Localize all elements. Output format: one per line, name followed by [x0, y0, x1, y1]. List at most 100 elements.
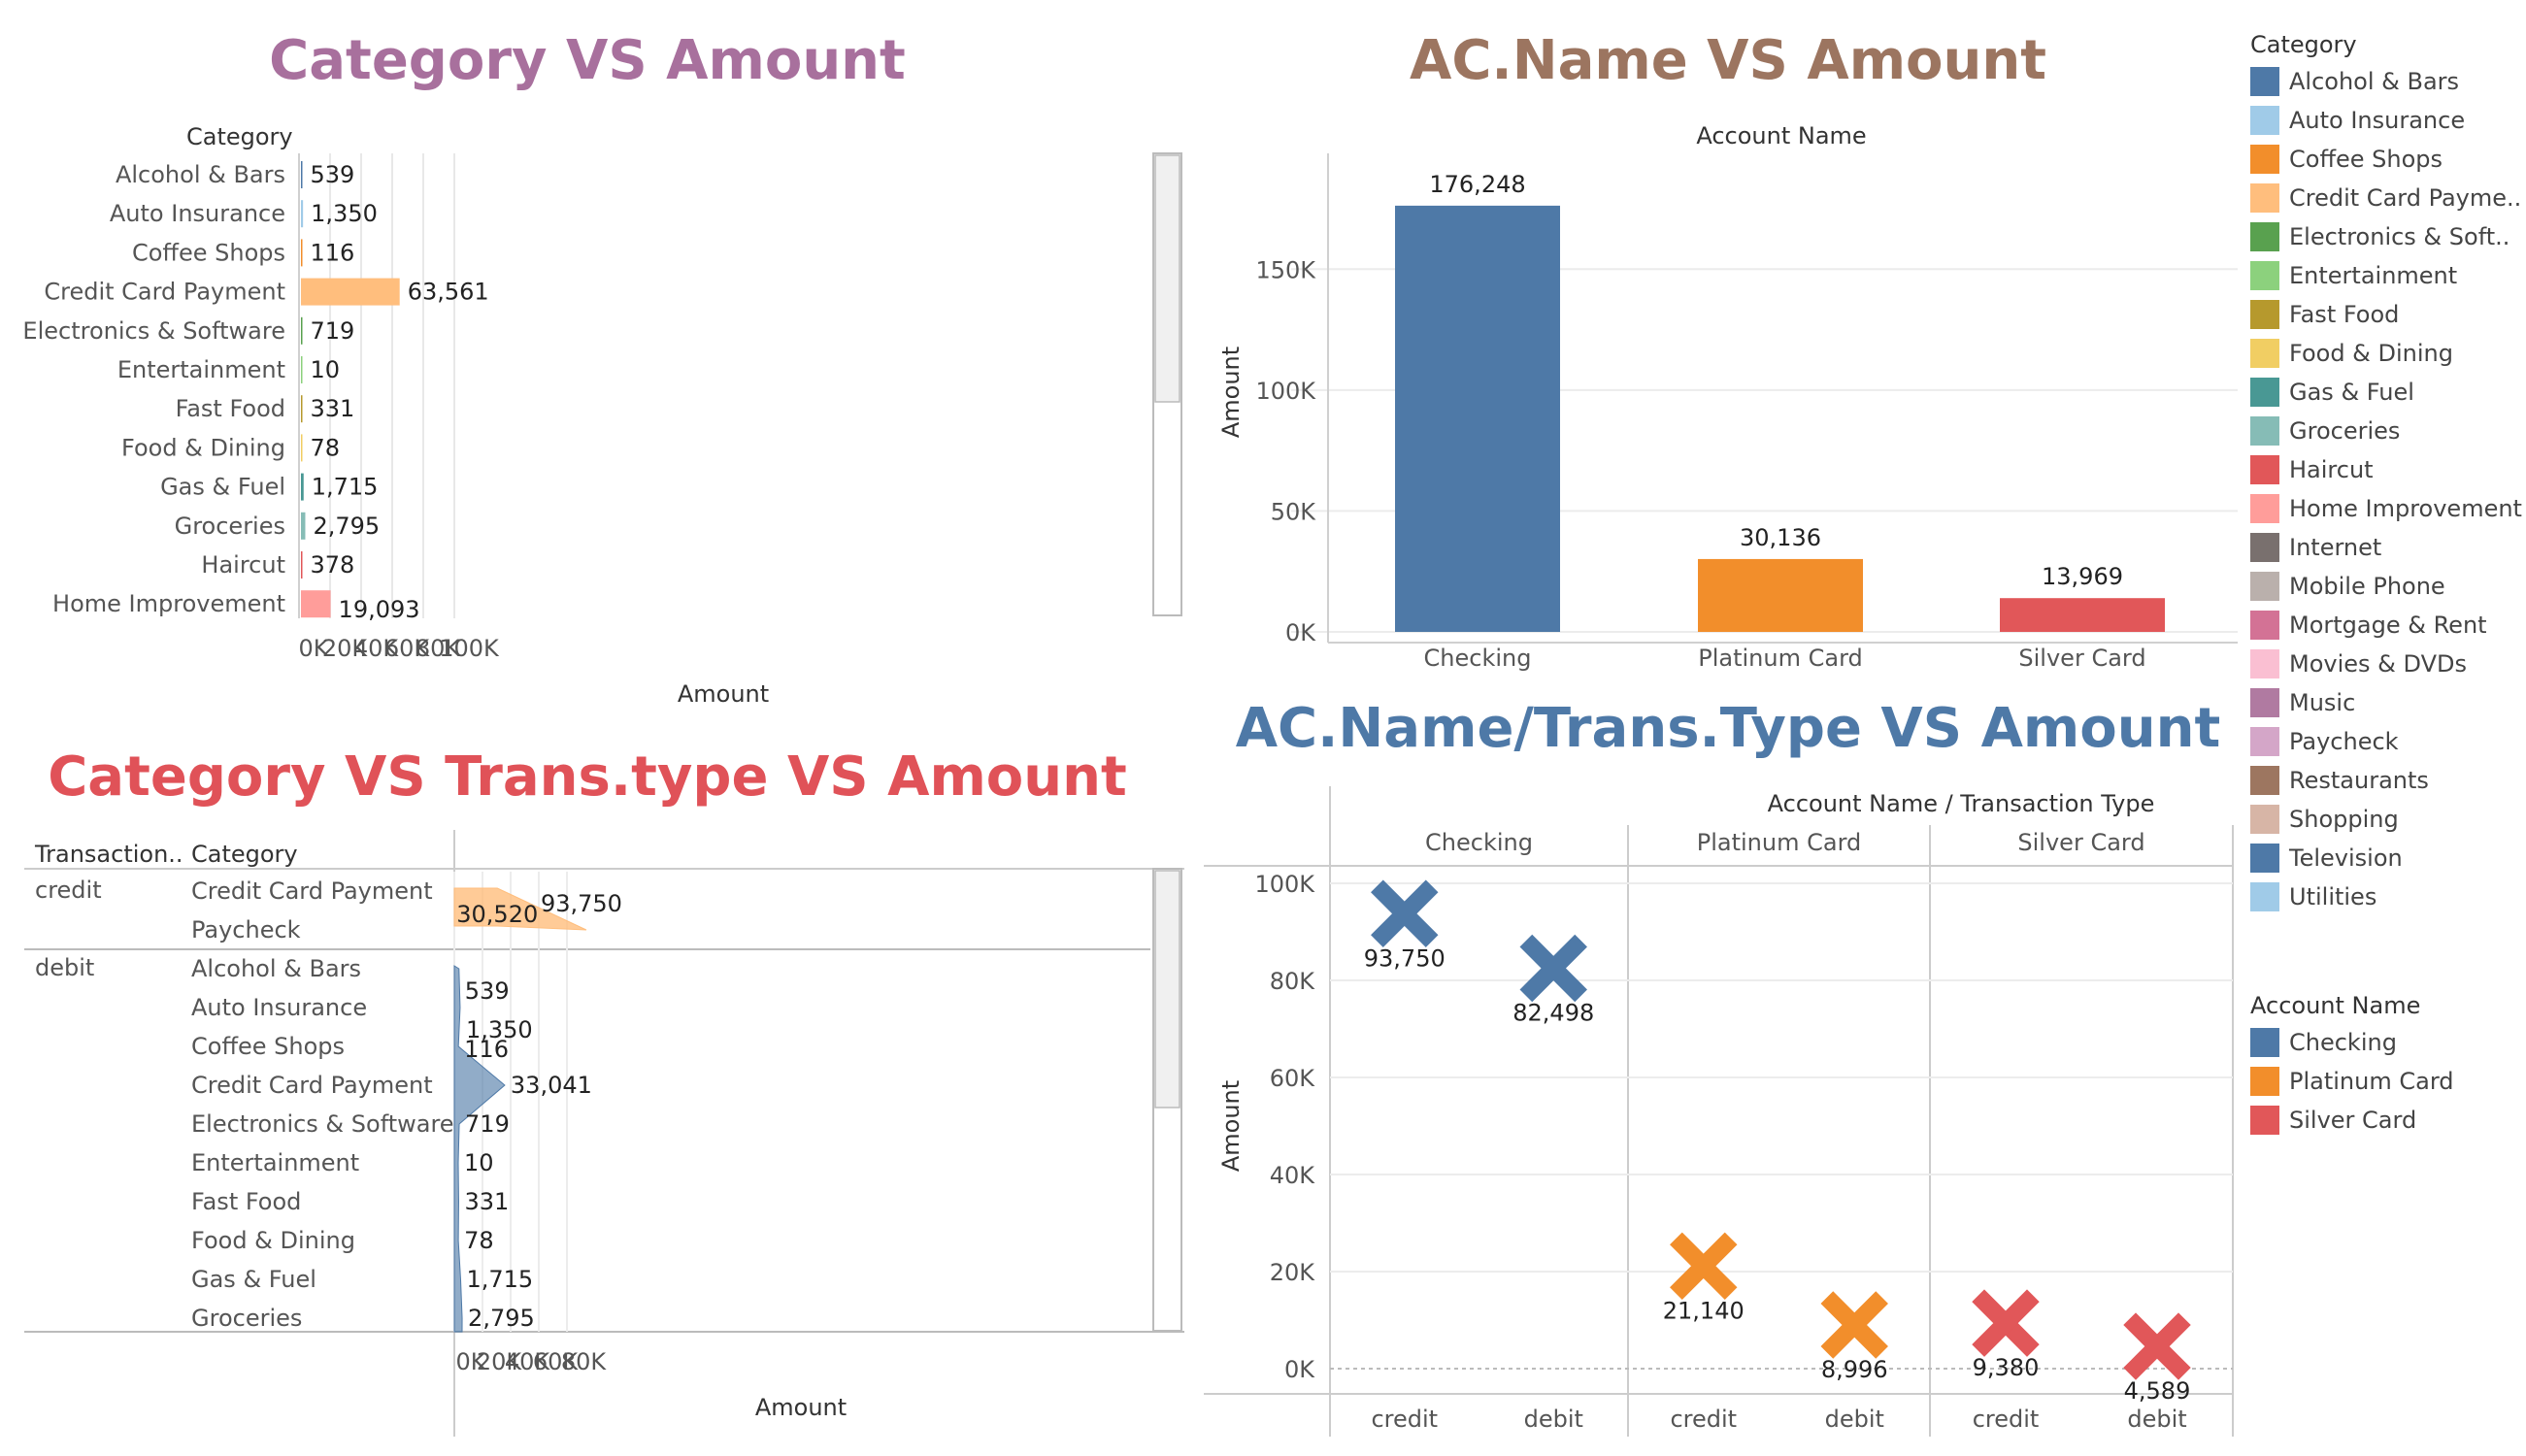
category-label: Electronics & Software [191, 1110, 454, 1138]
legend-swatch [2250, 533, 2279, 562]
legend-item-food-dining[interactable]: Food & Dining [2250, 334, 2522, 373]
category-label: Entertainment [191, 1149, 359, 1176]
x-tick-label: 80K [561, 1348, 608, 1375]
category-label: Food & Dining [191, 1227, 355, 1254]
point-value-label: 93,750 [1364, 944, 1446, 972]
legend-label: Entertainment [2289, 262, 2458, 289]
legend-item-television[interactable]: Television [2250, 839, 2522, 877]
legend-swatch [2250, 67, 2279, 96]
legend-label: Auto Insurance [2289, 107, 2466, 134]
x-axis-title: Amount [678, 680, 769, 708]
legend-item-coffee-shops[interactable]: Coffee Shops [2250, 140, 2522, 179]
legend-item-mobile-phone[interactable]: Mobile Phone [2250, 567, 2522, 606]
legend-item-home-improvement[interactable]: Home Improvement [2250, 489, 2522, 528]
area-value-label: 719 [465, 1110, 510, 1138]
bar-value-label: 176,248 [1429, 171, 1525, 198]
legend-label: Platinum Card [2289, 1068, 2454, 1095]
bar [301, 512, 306, 540]
category-label: Groceries [175, 513, 285, 540]
y-axis-title: Amount [1217, 1080, 1245, 1172]
legend-swatch [2250, 766, 2279, 795]
legend-swatch [2250, 494, 2279, 523]
bar-value-label: 19,093 [339, 596, 420, 623]
chart3-row-header-transaction: Transaction.. [35, 841, 183, 868]
area-value-label: 33,041 [511, 1072, 592, 1099]
legend-item-silver-card[interactable]: Silver Card [2250, 1101, 2454, 1140]
legend-item-shopping[interactable]: Shopping [2250, 800, 2522, 839]
legend-swatch [2250, 222, 2279, 251]
x-mark-point [1371, 879, 1439, 947]
account-legend-header: Account Name [2250, 992, 2421, 1019]
legend-item-internet[interactable]: Internet [2250, 528, 2522, 567]
category-label: Gas & Fuel [160, 474, 285, 501]
category-label: Haircut [201, 551, 285, 579]
x-mark-point [1820, 1291, 1888, 1359]
bar-value-label: 10 [311, 356, 341, 383]
chart1-title: Category VS Amount [269, 29, 906, 92]
legend-item-entertainment[interactable]: Entertainment [2250, 256, 2522, 295]
panel-header-silver-card: Silver Card [2017, 829, 2144, 856]
legend-swatch [2250, 1028, 2279, 1057]
legend-label: Electronics & Soft.. [2289, 223, 2510, 250]
chart3-row-header-category: Category [191, 841, 298, 868]
area-value-label: 1,350 [466, 1016, 533, 1043]
x-tick-label: debit [1524, 1406, 1583, 1433]
y-tick-label: 60K [1270, 1065, 1316, 1092]
legend-item-checking[interactable]: Checking [2250, 1023, 2454, 1062]
x-mark-stroke [1670, 1232, 1738, 1301]
x-mark-stroke [1972, 1289, 2040, 1357]
legend-label: Internet [2289, 534, 2382, 561]
legend-label: Movies & DVDs [2289, 650, 2467, 678]
legend-item-music[interactable]: Music [2250, 683, 2522, 722]
bar [301, 356, 303, 383]
legend-item-groceries[interactable]: Groceries [2250, 412, 2522, 450]
bar [301, 316, 303, 345]
legend-label: Checking [2289, 1029, 2397, 1056]
x-tick-label: debit [1825, 1406, 1884, 1433]
legend-label: Television [2289, 844, 2403, 872]
legend-item-fast-food[interactable]: Fast Food [2250, 295, 2522, 334]
bar [301, 161, 303, 188]
bar-value-label: 378 [311, 551, 355, 579]
legend-label: Restaurants [2289, 767, 2429, 794]
legend-swatch [2250, 688, 2279, 717]
legend-item-haircut[interactable]: Haircut [2250, 450, 2522, 489]
point-value-label: 82,498 [1512, 1000, 1594, 1027]
x-tick-label: 60K [384, 635, 431, 662]
category-label: Auto Insurance [191, 994, 367, 1021]
area-value-label: 2,795 [468, 1305, 535, 1332]
bar [1698, 558, 1863, 632]
x-tick-label: credit [1371, 1406, 1438, 1433]
bar-value-label: 30,136 [1740, 524, 1821, 551]
legend-item-gas-fuel[interactable]: Gas & Fuel [2250, 373, 2522, 412]
x-tick-label: credit [1973, 1406, 2040, 1433]
legend-item-utilities[interactable]: Utilities [2250, 877, 2522, 916]
x-mark-point [1519, 934, 1587, 1003]
legend-item-paycheck[interactable]: Paycheck [2250, 722, 2522, 761]
area-value-label: 93,750 [541, 890, 622, 917]
category-label: Coffee Shops [191, 1033, 345, 1060]
area-value-label: 331 [464, 1188, 509, 1215]
x-mark-stroke [2123, 1312, 2191, 1380]
bar-value-label: 63,561 [408, 279, 489, 306]
legend-item-movies-dvds[interactable]: Movies & DVDs [2250, 645, 2522, 683]
legend-item-credit-card-payme[interactable]: Credit Card Payme.. [2250, 179, 2522, 217]
legend-swatch [2250, 416, 2279, 446]
legend-item-electronics-soft[interactable]: Electronics & Soft.. [2250, 217, 2522, 256]
legend-item-mortgage-rent[interactable]: Mortgage & Rent [2250, 606, 2522, 645]
legend-label: Silver Card [2289, 1107, 2417, 1134]
category-label: Food & Dining [121, 434, 285, 461]
legend-label: Groceries [2289, 417, 2401, 445]
bar [301, 200, 304, 228]
legend-item-alcohol-bars[interactable]: Alcohol & Bars [2250, 62, 2522, 101]
legend-item-platinum-card[interactable]: Platinum Card [2250, 1062, 2454, 1101]
legend-item-auto-insurance[interactable]: Auto Insurance [2250, 101, 2522, 140]
legend-item-restaurants[interactable]: Restaurants [2250, 761, 2522, 800]
y-tick-label: 40K [1270, 1162, 1316, 1189]
legend-swatch [2250, 572, 2279, 601]
x-tick-label: 80K [415, 635, 462, 662]
legend-label: Coffee Shops [2289, 146, 2443, 173]
